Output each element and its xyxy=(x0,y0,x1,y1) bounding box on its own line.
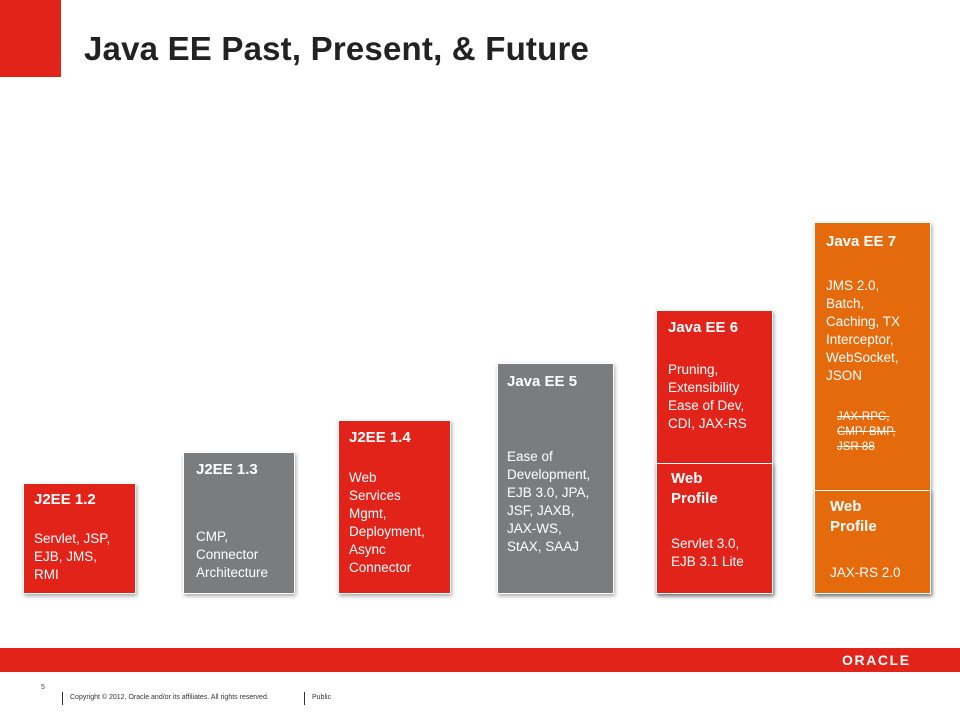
release-name: Java EE 6 xyxy=(668,319,739,336)
web-profile-box-java-ee-7: Web Profile JAX-RS 2.0 xyxy=(814,490,931,594)
release-features: JMS 2.0, Batch, Caching, TX Interceptor, Web… xyxy=(826,278,901,383)
release-features: Ease of Development, EJB 3.0, JPA, JSF, JAX… xyxy=(507,449,591,554)
title-accent-bar xyxy=(0,0,61,77)
web-profile-label: Web Profile xyxy=(671,470,718,507)
page-number: 5 xyxy=(41,684,45,691)
release-name: J2EE 1.4 xyxy=(349,429,411,446)
web-profile-features: Servlet 3.0, EJB 3.1 Lite xyxy=(671,536,744,569)
release-name: J2EE 1.2 xyxy=(34,491,96,508)
web-profile-label: Web Profile xyxy=(830,498,877,535)
release-features: Servlet, JSP, EJB, JMS, RMI xyxy=(34,531,111,582)
pruned-technologies: JAX-RPC, CMP/ BMP, JSR 88 xyxy=(837,411,896,453)
web-profile-features: JAX-RS 2.0 xyxy=(830,565,901,580)
release-box-j2ee-1-2: J2EE 1.2 Servlet, JSP, EJB, JMS, RMI xyxy=(23,483,136,594)
release-box-java-ee-5: Java EE 5 Ease of Development, EJB 3.0, JP… xyxy=(497,363,614,594)
slide-title: Java EE Past, Present, & Future xyxy=(84,30,590,67)
release-features: Pruning, Extensibility Ease of Dev, CDI, JA… xyxy=(668,362,747,431)
release-features: CMP, Connector Architecture xyxy=(196,529,269,580)
release-name: J2EE 1.3 xyxy=(196,461,258,478)
release-box-j2ee-1-4: J2EE 1.4 Web Services Mgmt, Deployment, Asyn… xyxy=(338,420,451,594)
classification-label: Public xyxy=(312,694,332,701)
release-box-j2ee-1-3: J2EE 1.3 CMP, Connector Architecture xyxy=(183,452,295,594)
footer-separator xyxy=(62,692,63,705)
release-features: Web Services Mgmt, Deployment, Async Connecto… xyxy=(349,470,425,575)
copyright-text: Copyright © 2012, Oracle and/or its affi… xyxy=(70,694,269,701)
web-profile-box-java-ee-6: Web Profile Servlet 3.0, EJB 3.1 Lite xyxy=(656,463,773,594)
footer-separator xyxy=(304,692,305,705)
oracle-logo: ORACLE xyxy=(842,652,911,668)
release-name: Java EE 7 xyxy=(826,233,897,250)
release-name: Java EE 5 xyxy=(507,373,578,390)
footer-bar xyxy=(0,648,960,672)
